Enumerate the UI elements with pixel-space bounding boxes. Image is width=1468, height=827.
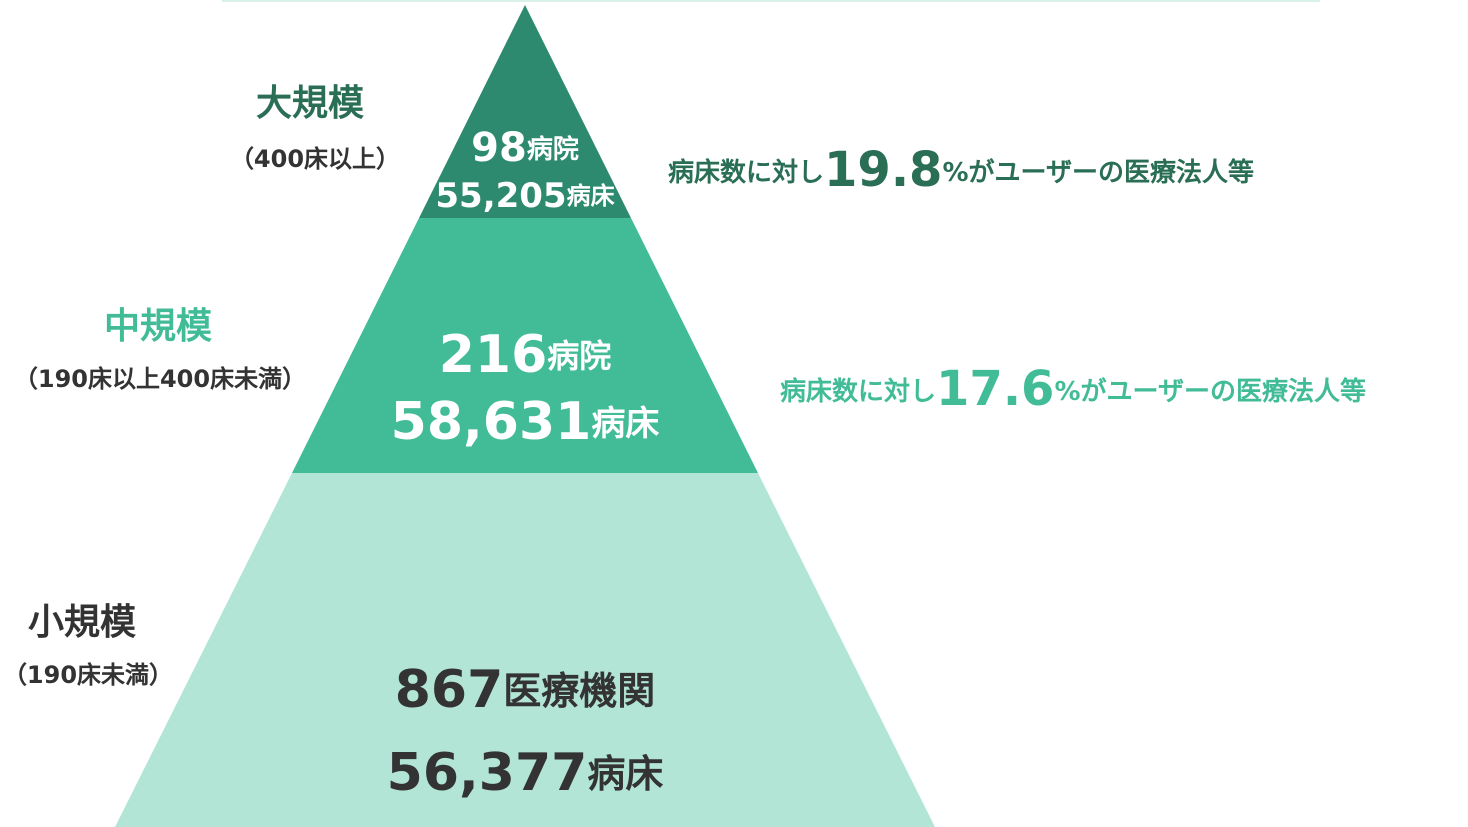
tier-count: 98病院 [471, 125, 579, 171]
beds: 55,205 [435, 176, 566, 216]
note-prefix: 病床数に対し [668, 157, 824, 188]
name: 中規模 [104, 306, 212, 347]
tier-count: 216病院 [439, 325, 612, 385]
name: 大規模 [256, 83, 364, 124]
note-prefix: 病床数に対し [780, 376, 936, 407]
tier-beds: 55,205病床 [435, 176, 614, 216]
tier-range: （400床以上） [230, 145, 400, 173]
tier-top [419, 5, 631, 218]
tier-middle [292, 218, 758, 473]
count-unit: 医療機関 [503, 669, 655, 713]
tier-name: 大規模 [256, 83, 364, 124]
tier-range: （190床未満） [3, 661, 173, 689]
range: （190床未満） [3, 661, 173, 689]
tier-beds: 58,631病床 [391, 392, 660, 452]
range: （400床以上） [230, 145, 400, 173]
beds-unit: 病床 [587, 752, 663, 796]
note-suffix: %がユーザーの医療法人等 [1054, 376, 1366, 407]
tier-range: （190床以上400床未満） [14, 365, 306, 393]
tier-name: 中規模 [104, 306, 212, 347]
tier-beds: 56,377病床 [387, 743, 664, 803]
percent: 17.6 [936, 361, 1054, 417]
count: 867 [395, 660, 504, 720]
count-unit: 病院 [527, 134, 579, 165]
count: 98 [471, 125, 527, 171]
tier-bottom [115, 473, 935, 827]
beds-unit: 病床 [567, 182, 615, 210]
percent: 19.8 [824, 142, 942, 198]
beds-unit: 病床 [591, 404, 659, 444]
beds: 58,631 [391, 392, 592, 452]
beds: 56,377 [387, 743, 588, 803]
tier-count: 867医療機関 [395, 660, 656, 720]
range: （190床以上400床未満） [14, 365, 306, 393]
count-unit: 病院 [547, 337, 611, 375]
count: 216 [439, 325, 548, 385]
note-suffix: %がユーザーの医療法人等 [942, 157, 1254, 188]
tier-note: 病床数に対し19.8%がユーザーの医療法人等 [668, 142, 1254, 198]
tier-note: 病床数に対し17.6%がユーザーの医療法人等 [780, 361, 1366, 417]
name: 小規模 [28, 602, 136, 643]
tier-name: 小規模 [28, 602, 136, 643]
